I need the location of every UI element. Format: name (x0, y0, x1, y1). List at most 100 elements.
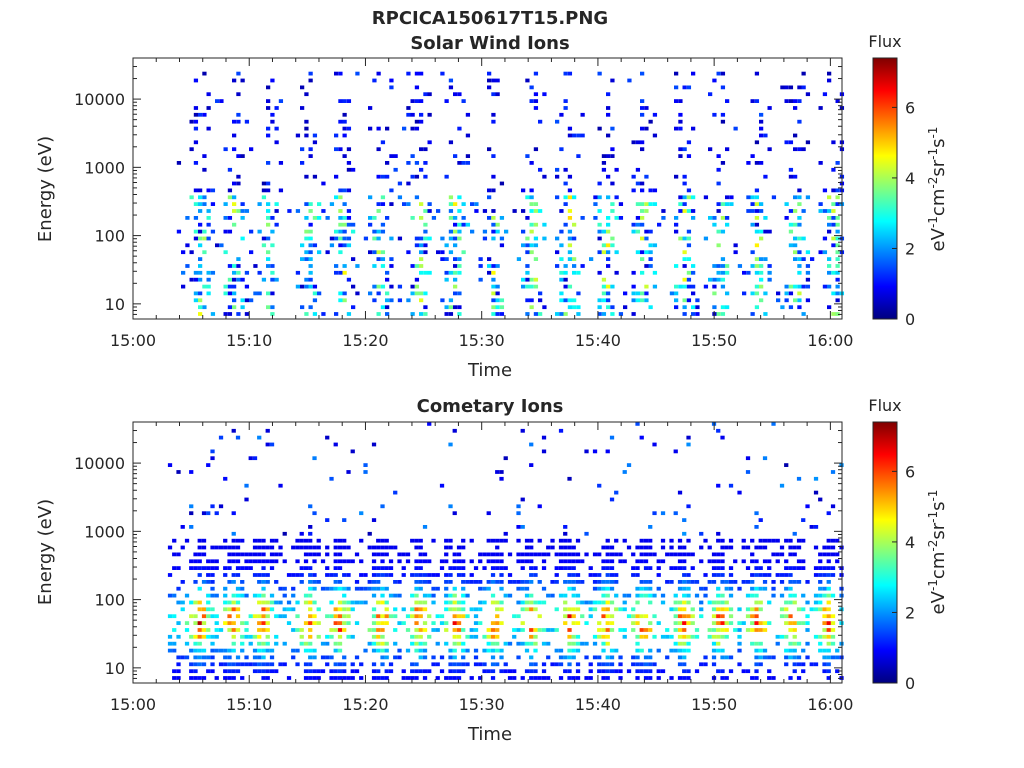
heatmap-cell (792, 531, 797, 536)
heatmap-cell (801, 147, 806, 152)
heatmap-cell (419, 236, 424, 241)
heatmap-cell (410, 669, 415, 674)
heatmap-cell (678, 202, 683, 206)
heatmap-cell (193, 559, 198, 564)
heatmap-cell (248, 641, 253, 646)
heatmap-cell (507, 676, 513, 680)
heatmap-cell (779, 614, 785, 619)
heatmap-cell (410, 174, 415, 179)
heatmap-cell (244, 634, 249, 639)
heatmap-cell (682, 648, 687, 653)
heatmap-cell (648, 250, 653, 255)
heatmap-cell (758, 662, 763, 667)
heatmap-cell (592, 449, 598, 454)
heatmap-cell (639, 634, 644, 639)
heatmap-cell (427, 112, 432, 117)
heatmap-cell (576, 133, 581, 138)
heatmap-cell (563, 545, 568, 550)
heatmap-cell (788, 167, 794, 172)
heatmap-cell (686, 209, 692, 213)
heatmap-cell (210, 641, 215, 646)
heatmap-cell (822, 669, 827, 674)
heatmap-cell (520, 621, 525, 625)
heatmap-cell (299, 545, 304, 550)
heatmap-cell (384, 600, 389, 605)
heatmap-cell (762, 559, 768, 564)
heatmap-cell (202, 154, 207, 158)
heatmap-cell (631, 174, 636, 179)
heatmap-cell (759, 257, 764, 261)
heatmap-cell (525, 250, 530, 255)
heatmap-cell (232, 78, 237, 83)
heatmap-cell (677, 662, 683, 667)
heatmap-cell (197, 628, 202, 632)
heatmap-cell (198, 298, 203, 303)
heatmap-cell (682, 593, 687, 598)
heatmap-cell (321, 181, 326, 186)
heatmap-cell (525, 195, 530, 200)
heatmap-cell (363, 463, 368, 467)
heatmap-cell (558, 648, 564, 653)
heatmap-cell (758, 641, 763, 646)
heatmap-cell (231, 538, 236, 543)
heatmap-cell (469, 559, 474, 564)
heatmap-cell (601, 161, 607, 165)
heatmap-cell (465, 112, 471, 117)
heatmap-cell (440, 257, 445, 261)
heatmap-cell (648, 600, 653, 605)
heatmap-cell (720, 277, 726, 282)
heatmap-cell (172, 676, 177, 680)
heatmap-cell (286, 573, 292, 577)
heatmap-cell (750, 538, 755, 543)
heatmap-cell (495, 291, 500, 296)
heatmap-cell (694, 628, 700, 632)
heatmap-cell (524, 600, 530, 605)
heatmap-cell (397, 181, 403, 186)
heatmap-cell (788, 648, 793, 653)
heatmap-cell (291, 593, 296, 598)
heatmap-cell (333, 628, 338, 632)
heatmap-cell (444, 559, 449, 564)
heatmap-cell (805, 140, 811, 145)
heatmap-cell (677, 607, 683, 612)
heatmap-cell (656, 573, 661, 577)
heatmap-cell (320, 559, 326, 564)
heatmap-cell (737, 648, 742, 653)
heatmap-cell (584, 600, 589, 605)
heatmap-cell (257, 552, 262, 557)
heatmap-cell (448, 607, 453, 612)
heatmap-cell (439, 655, 445, 660)
heatmap-cell (609, 614, 615, 619)
heatmap-cell (439, 669, 445, 674)
heatmap-cell (232, 277, 237, 282)
heatmap-cell (452, 634, 457, 639)
heatmap-cell (431, 600, 436, 605)
heatmap-cell (682, 298, 687, 303)
heatmap-cell (414, 291, 420, 296)
heatmap-cell (380, 538, 385, 543)
heatmap-cell (325, 655, 330, 660)
heatmap-cell (622, 607, 627, 612)
heatmap-cell (771, 422, 776, 426)
heatmap-cell (524, 586, 530, 591)
heatmap-cell (372, 229, 377, 234)
heatmap-cell (232, 270, 237, 275)
heatmap-cell (754, 669, 759, 674)
heatmap-cell (818, 607, 823, 612)
heatmap-cell (792, 566, 797, 570)
heatmap-cell (563, 607, 568, 612)
heatmap-cell (244, 270, 250, 275)
heatmap-cell (329, 614, 334, 619)
heatmap-cell (614, 538, 619, 543)
heatmap-cell (533, 566, 538, 570)
heatmap-cell (452, 662, 457, 667)
heatmap-cell (754, 662, 759, 667)
heatmap-cell (525, 78, 530, 83)
heatmap-cell (520, 607, 525, 612)
heatmap-cell (507, 552, 513, 557)
heatmap-cell (448, 202, 454, 206)
heatmap-cell (686, 614, 691, 619)
heatmap-cell (720, 634, 725, 639)
heatmap-cell (771, 586, 776, 591)
heatmap-cell (418, 614, 423, 619)
